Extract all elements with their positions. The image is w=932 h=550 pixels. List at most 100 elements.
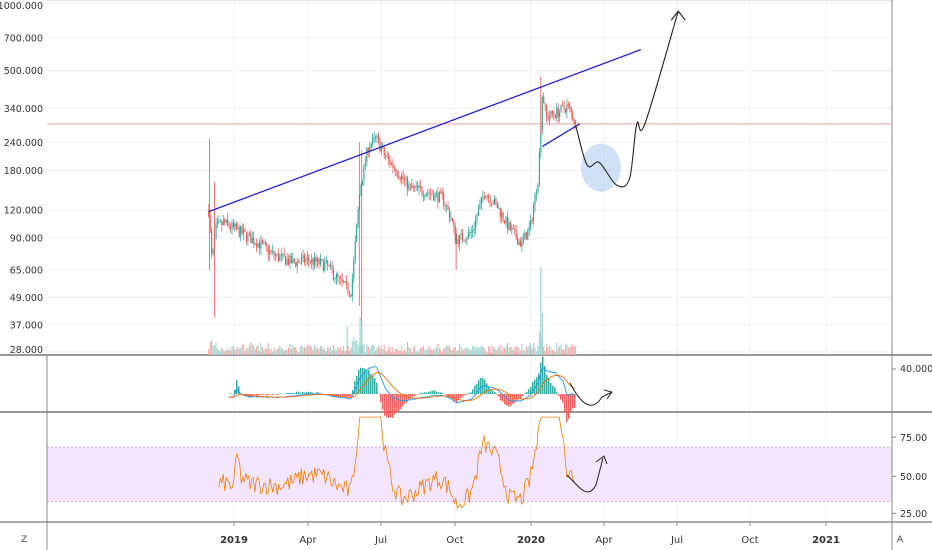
candle-body <box>361 180 364 186</box>
projection-path <box>575 10 679 188</box>
time-axis-tick-label: 2019 <box>220 535 248 546</box>
macd-histogram-bar <box>352 389 354 394</box>
volume-bar <box>447 345 449 355</box>
macd-histogram-bar <box>564 394 566 413</box>
macd-axis-tick-label: 40.000 <box>900 364 932 375</box>
auto-scale-button[interactable]: A <box>897 535 904 545</box>
candle-body <box>331 265 333 270</box>
macd-histogram-bar <box>546 374 548 394</box>
candle-body <box>222 220 224 226</box>
macd-histogram-bar <box>310 391 312 394</box>
candle-body <box>560 104 562 112</box>
macd-histogram-bar <box>254 394 256 395</box>
macd-histogram-bar <box>372 375 374 394</box>
candle-body <box>492 204 494 205</box>
candle-body <box>450 218 452 219</box>
volume-bar <box>248 346 250 355</box>
candle-body <box>337 274 339 278</box>
volume-bar <box>422 346 424 355</box>
macd-histogram-bar <box>532 381 534 394</box>
volume-bar <box>461 350 464 355</box>
candle-body <box>479 203 481 209</box>
macd-histogram-bar <box>510 394 512 406</box>
volume-bar <box>563 349 565 355</box>
candle-body <box>463 239 465 241</box>
macd-histogram-bar <box>298 391 300 394</box>
price-axis-tick-label: 700.000 <box>4 33 43 44</box>
volume-bar <box>508 347 510 355</box>
volume-bar <box>366 343 368 355</box>
macd-histogram-bar <box>364 368 366 394</box>
volume-bar <box>392 346 394 355</box>
macd-histogram-bar <box>300 392 302 394</box>
volume-bar <box>451 350 453 355</box>
candle-body <box>327 260 329 266</box>
macd-histogram-bar <box>500 394 502 401</box>
candle-body <box>444 204 446 206</box>
volume-bar <box>514 346 516 355</box>
candle-body <box>395 168 397 174</box>
candle-body <box>235 224 237 229</box>
volume-bar <box>402 350 404 355</box>
candle-body <box>548 116 551 120</box>
candle-body <box>556 107 558 118</box>
volume-bar <box>290 348 292 355</box>
candle-body <box>237 227 239 229</box>
volume-bar <box>214 344 216 355</box>
volume-bar <box>457 350 459 355</box>
candle-body <box>448 209 451 219</box>
volume-bar <box>311 345 313 355</box>
candle-body <box>502 212 504 221</box>
volume-bar <box>535 351 538 355</box>
candle-body <box>285 256 287 265</box>
candle-body <box>321 259 323 260</box>
macd-histogram-bar <box>394 394 396 415</box>
macd-histogram-bar <box>332 394 334 398</box>
volume-bar <box>490 352 493 355</box>
candle-body <box>460 233 462 235</box>
candle-body <box>396 173 398 177</box>
macd-histogram-bar <box>390 394 392 418</box>
volume-bar <box>543 346 545 355</box>
time-axis-tick-label: Jul <box>374 535 387 546</box>
candle-body <box>302 255 304 258</box>
candle-body <box>254 243 256 245</box>
volume-bar <box>493 347 495 355</box>
macd-histogram-bar <box>278 394 280 395</box>
volume-bar <box>425 349 427 355</box>
candle-body <box>385 155 387 157</box>
volume-bar <box>340 347 342 355</box>
volume-bar <box>386 351 388 355</box>
candle-body <box>546 104 548 117</box>
volume-bar <box>353 337 355 355</box>
price-axis-tick-label: 120.000 <box>4 205 43 216</box>
volume-bar <box>283 350 285 355</box>
candle-body <box>461 233 464 240</box>
volume-bar <box>517 346 519 355</box>
candle-body <box>296 261 298 267</box>
candle-body <box>286 259 288 265</box>
volume-bar <box>258 350 261 355</box>
volume-bar <box>556 342 558 355</box>
volume-bar <box>293 347 295 355</box>
candle-body <box>238 227 240 237</box>
volume-bar <box>434 349 436 355</box>
volume-bar <box>256 346 258 355</box>
macd-histogram-bar <box>290 392 292 394</box>
zoom-button[interactable]: Z <box>21 535 28 545</box>
candle-body <box>550 110 552 117</box>
candle-body <box>360 185 362 195</box>
candle-body <box>287 259 290 265</box>
volume-bar <box>350 347 352 355</box>
volume-bar <box>219 350 221 355</box>
candle-body <box>314 257 316 266</box>
candle-body <box>228 223 230 227</box>
volume-bar <box>215 342 217 355</box>
macd-histogram-bar <box>476 383 478 394</box>
macd-histogram-bar <box>484 379 486 394</box>
candle-body <box>431 193 433 196</box>
macd-histogram-bar <box>504 394 506 405</box>
candle-body <box>328 265 330 266</box>
volume-bar <box>227 350 229 355</box>
volume-bar <box>354 340 356 355</box>
